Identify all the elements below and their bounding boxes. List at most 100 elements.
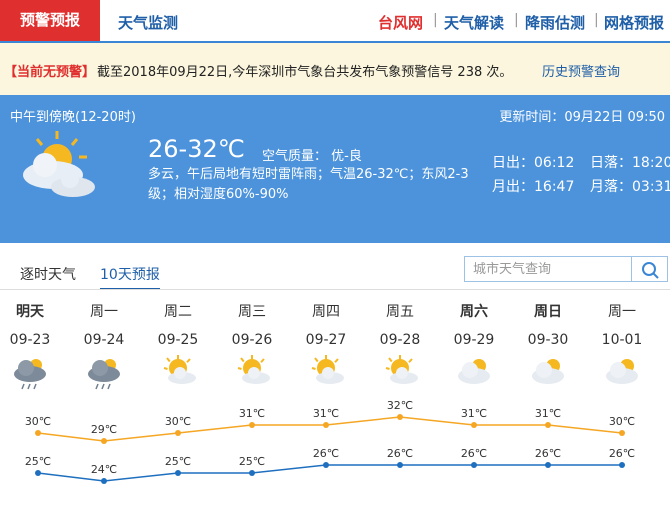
high-point — [175, 430, 181, 436]
date: 09-24 — [84, 332, 125, 348]
date: 09-25 — [158, 332, 199, 348]
sunrise: 日出：06:12 — [492, 155, 575, 171]
weather-icon — [163, 355, 196, 384]
sun-ray — [166, 357, 171, 363]
high-point — [619, 430, 625, 436]
high-label: 30℃ — [25, 415, 51, 428]
high-line — [37, 416, 623, 442]
date: 09-23 — [10, 332, 51, 348]
sun-ray — [388, 357, 393, 363]
low-point — [175, 470, 181, 476]
sun-ray — [311, 367, 316, 370]
low-point — [545, 462, 551, 468]
weather-icon — [385, 355, 418, 384]
weather-icon — [606, 359, 638, 384]
low-label: 26℃ — [313, 447, 339, 460]
period: 中午到傍晚(12-20时) — [10, 110, 136, 125]
low-point — [35, 470, 41, 476]
nav-link[interactable]: 天气解读 — [444, 14, 505, 32]
sun-ray — [260, 358, 265, 363]
separator: | — [433, 12, 438, 28]
cloud — [174, 367, 186, 379]
cloud — [18, 360, 34, 376]
sun-ray — [163, 367, 168, 370]
search-box[interactable]: 城市天气查询 — [464, 256, 632, 282]
divider — [0, 289, 670, 290]
nav-bar: 预警预报 天气监测 台风网 | 天气解读 | 降雨估测 | 网格预报 — [0, 0, 670, 43]
sun-ray — [186, 358, 191, 363]
low-label: 25℃ — [239, 455, 265, 468]
cloud — [610, 362, 626, 378]
day-name: 周四 — [312, 304, 340, 320]
current-panel: 中午到傍晚(12-20时) 更新时间：09月22日 09:50 26-32℃ 空… — [0, 95, 670, 243]
rain — [27, 383, 31, 390]
low-point — [619, 462, 625, 468]
low-label: 25℃ — [165, 455, 191, 468]
nav-active-tab[interactable]: 预警预报 — [0, 0, 100, 41]
separator: | — [514, 12, 519, 28]
cloud — [322, 367, 334, 379]
high-label: 30℃ — [165, 415, 191, 428]
moonrise: 月出：16:47 — [492, 179, 575, 195]
weather-icon — [14, 359, 46, 390]
date: 09-26 — [232, 332, 273, 348]
cloud — [462, 362, 478, 378]
date: 09-27 — [306, 332, 347, 348]
cloud — [536, 362, 552, 378]
tab[interactable]: 逐时天气 — [20, 267, 76, 283]
moonset: 月落：03:31 — [590, 179, 670, 195]
weather-icon — [458, 359, 490, 384]
high-label: 31℃ — [239, 407, 265, 420]
low-point — [101, 478, 107, 484]
cloud — [396, 367, 408, 379]
low-point — [397, 462, 403, 468]
low-point — [471, 462, 477, 468]
day-name: 周日 — [534, 304, 562, 320]
day-name: 周一 — [90, 304, 118, 320]
sun-ray — [408, 358, 413, 363]
air-quality: 空气质量： 优-良 — [262, 149, 362, 164]
weather-icon — [311, 355, 344, 384]
separator: | — [594, 12, 599, 28]
sun-ray — [237, 367, 242, 370]
nav-link[interactable]: 降雨估测 — [525, 14, 586, 32]
cloud — [248, 367, 260, 379]
date: 09-29 — [454, 332, 495, 348]
high-point — [397, 414, 403, 420]
high-label: 31℃ — [535, 407, 561, 420]
high-label: 31℃ — [461, 407, 487, 420]
low-label: 24℃ — [91, 463, 117, 476]
weather-icon — [237, 355, 270, 384]
date: 09-28 — [380, 332, 421, 348]
sun-ray — [385, 367, 390, 370]
low-label: 26℃ — [609, 447, 635, 460]
nav-link[interactable]: 台风网 — [378, 14, 424, 32]
rain — [21, 383, 25, 390]
sun-ray — [334, 358, 339, 363]
alert-link[interactable]: 历史预警查询 — [542, 65, 621, 80]
day-name: 周三 — [238, 304, 266, 320]
alert-bar: 【当前无预警】 截至2018年09月22日,今年深圳市气象台共发布气象预警信号 … — [0, 43, 670, 95]
day-name: 周一 — [608, 304, 636, 320]
high-point — [471, 422, 477, 428]
nav-tab[interactable]: 天气监测 — [118, 14, 179, 32]
tab-active[interactable]: 10天预报 — [100, 264, 160, 290]
rain — [33, 383, 37, 390]
date: 09-30 — [528, 332, 569, 348]
nav-link[interactable]: 网格预报 — [604, 14, 665, 32]
forecast-chart: 明天 09-23 周一 09-24 周二 09-25 周三 09-26 周四 09-27 周五 09-… — [10, 303, 642, 484]
update-time: 更新时间：09月22日 09:50 — [499, 110, 665, 125]
search-button[interactable] — [632, 256, 668, 282]
low-line — [37, 464, 622, 482]
high-point — [323, 422, 329, 428]
sun-ray — [314, 357, 319, 363]
high-point — [545, 422, 551, 428]
low-point — [323, 462, 329, 468]
high-label: 29℃ — [91, 423, 117, 436]
rain — [107, 383, 111, 390]
high-label: 32℃ — [387, 399, 413, 412]
high-point — [35, 430, 41, 436]
sunset: 日落：18:20 — [590, 155, 670, 171]
description: 多云，午后局地有短时雷阵雨；气温26-32℃；东风2-3级；相对湿度60%-90… — [148, 167, 469, 202]
